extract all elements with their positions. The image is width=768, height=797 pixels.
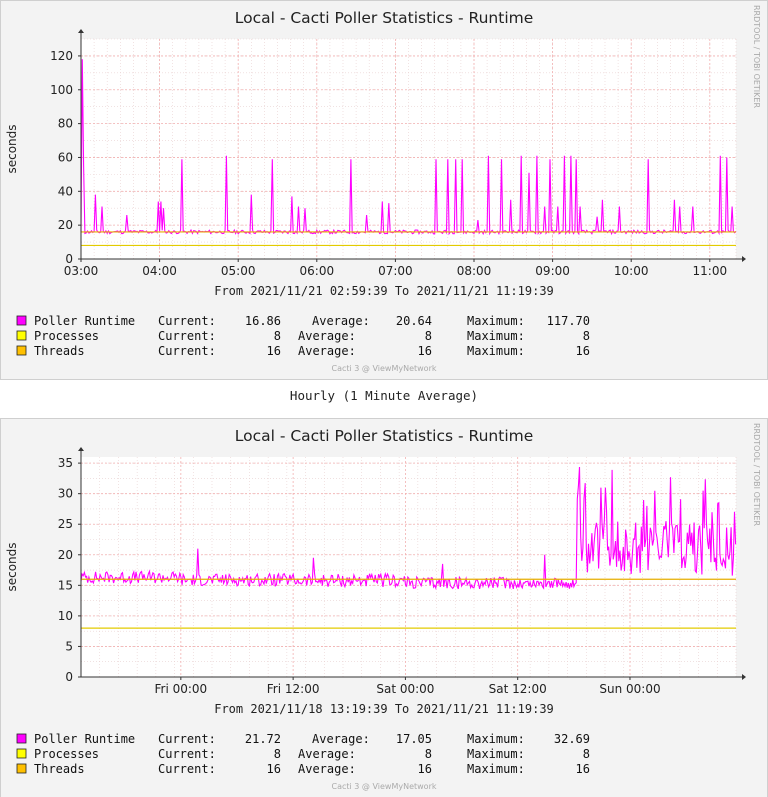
y-tick-label: 120 bbox=[50, 49, 73, 63]
rrdtool-watermark: RRDTOOL / TOBI OETIKER bbox=[752, 5, 761, 108]
legend-maximum-value: 8 bbox=[583, 329, 590, 343]
x-tick-label: 08:00 bbox=[457, 264, 492, 278]
runtime-chart-8h: Local - Cacti Poller Statistics - Runtim… bbox=[5, 5, 761, 373]
x-tick-label: Sun 00:00 bbox=[599, 682, 660, 696]
legend-average-label: Average: bbox=[298, 344, 356, 358]
y-tick-label: 20 bbox=[58, 218, 73, 232]
x-axis-arrow bbox=[742, 674, 746, 680]
legend-current-value: 8 bbox=[274, 329, 281, 343]
y-tick-label: 15 bbox=[58, 578, 73, 592]
y-axis-arrow bbox=[78, 29, 84, 33]
legend-series-name: Threads bbox=[34, 344, 85, 358]
legend-average-value: 8 bbox=[425, 329, 432, 343]
y-axis-arrow bbox=[78, 447, 84, 451]
legend-current-label: Current: bbox=[158, 732, 216, 746]
y-tick-label: 20 bbox=[58, 548, 73, 562]
legend-current-value: 21.72 bbox=[245, 732, 281, 746]
legend-maximum-value: 117.70 bbox=[547, 314, 590, 328]
x-tick-label: Sat 12:00 bbox=[489, 682, 547, 696]
graph-footer: Cacti 3 @ ViewMyNetwork bbox=[332, 782, 437, 791]
y-tick-label: 80 bbox=[58, 117, 73, 131]
legend-average-label: Average: bbox=[298, 747, 356, 761]
legend-current-value: 16 bbox=[267, 344, 281, 358]
legend-maximum-value: 16 bbox=[576, 344, 590, 358]
y-tick-label: 0 bbox=[65, 252, 73, 266]
legend-current-label: Current: bbox=[158, 747, 216, 761]
x-tick-label: 06:00 bbox=[300, 264, 335, 278]
legend-maximum-label: Maximum: bbox=[467, 329, 525, 343]
legend-average-value: 20.64 bbox=[396, 314, 432, 328]
plot-area bbox=[81, 457, 736, 677]
legend-current-label: Current: bbox=[158, 762, 216, 776]
legend-average-label: Average: bbox=[312, 732, 370, 746]
graph-panel-runtime-8h: Local - Cacti Poller Statistics - Runtim… bbox=[0, 0, 768, 380]
x-axis-arrow bbox=[742, 256, 746, 262]
y-axis-label: seconds bbox=[5, 124, 19, 173]
legend-maximum-value: 16 bbox=[576, 762, 590, 776]
legend-current-value: 8 bbox=[274, 747, 281, 761]
legend-series-name: Threads bbox=[34, 762, 85, 776]
y-tick-label: 60 bbox=[58, 150, 73, 164]
legend-maximum-label: Maximum: bbox=[467, 747, 525, 761]
legend-series-name: Processes bbox=[34, 747, 99, 761]
legend-swatch-threads bbox=[16, 763, 27, 774]
legend-current-label: Current: bbox=[158, 314, 216, 328]
legend-maximum-value: 32.69 bbox=[554, 732, 590, 746]
legend-swatch-processes bbox=[16, 748, 27, 759]
legend-series-name: Poller Runtime bbox=[34, 314, 135, 328]
legend-swatch-poller-runtime bbox=[16, 315, 27, 326]
legend-average-value: 17.05 bbox=[396, 732, 432, 746]
legend-maximum-label: Maximum: bbox=[467, 762, 525, 776]
legend-average-value: 8 bbox=[425, 747, 432, 761]
legend-average-value: 16 bbox=[418, 344, 432, 358]
x-tick-label: Sat 00:00 bbox=[376, 682, 434, 696]
legend-maximum-label: Maximum: bbox=[467, 344, 525, 358]
x-tick-label: Fri 12:00 bbox=[267, 682, 320, 696]
graph-footer: Cacti 3 @ ViewMyNetwork bbox=[332, 364, 437, 373]
legend-series-name: Poller Runtime bbox=[34, 732, 135, 746]
legend-swatch-threads bbox=[16, 345, 27, 356]
graph-caption: Hourly (1 Minute Average) bbox=[289, 388, 479, 403]
legend-average-value: 16 bbox=[418, 762, 432, 776]
legend-average-label: Average: bbox=[298, 329, 356, 343]
y-tick-label: 100 bbox=[50, 83, 73, 97]
x-tick-label: 11:00 bbox=[693, 264, 728, 278]
legend-current-label: Current: bbox=[158, 344, 216, 358]
legend-swatch-poller-runtime bbox=[16, 733, 27, 744]
legend-current-value: 16.86 bbox=[245, 314, 281, 328]
legend-current-value: 16 bbox=[267, 762, 281, 776]
y-axis-label: seconds bbox=[5, 542, 19, 591]
legend-current-label: Current: bbox=[158, 329, 216, 343]
chart-title: Local - Cacti Poller Statistics - Runtim… bbox=[235, 427, 534, 445]
legend-series-name: Processes bbox=[34, 329, 99, 343]
legend-average-label: Average: bbox=[298, 762, 356, 776]
runtime-chart-3d: Local - Cacti Poller Statistics - Runtim… bbox=[5, 423, 761, 791]
rrdtool-watermark: RRDTOOL / TOBI OETIKER bbox=[752, 423, 761, 526]
date-range-text: From 2021/11/18 13:19:39 To 2021/11/21 1… bbox=[214, 702, 554, 716]
graph-panel-runtime-3d: Local - Cacti Poller Statistics - Runtim… bbox=[0, 418, 768, 797]
y-tick-label: 40 bbox=[58, 184, 73, 198]
x-tick-label: 07:00 bbox=[378, 264, 413, 278]
legend-swatch-processes bbox=[16, 330, 27, 341]
y-tick-label: 30 bbox=[58, 487, 73, 501]
x-tick-label: 05:00 bbox=[221, 264, 256, 278]
date-range-text: From 2021/11/21 02:59:39 To 2021/11/21 1… bbox=[214, 284, 554, 298]
y-tick-label: 10 bbox=[58, 609, 73, 623]
x-tick-label: 10:00 bbox=[614, 264, 649, 278]
legend-average-label: Average: bbox=[312, 314, 370, 328]
chart-title: Local - Cacti Poller Statistics - Runtim… bbox=[235, 9, 534, 27]
y-tick-label: 5 bbox=[65, 639, 73, 653]
y-tick-label: 35 bbox=[58, 456, 73, 470]
x-tick-label: Fri 00:00 bbox=[154, 682, 207, 696]
legend-maximum-label: Maximum: bbox=[467, 732, 525, 746]
legend-maximum-label: Maximum: bbox=[467, 314, 525, 328]
legend-maximum-value: 8 bbox=[583, 747, 590, 761]
x-tick-label: 03:00 bbox=[64, 264, 99, 278]
x-tick-label: 04:00 bbox=[142, 264, 177, 278]
x-tick-label: 09:00 bbox=[535, 264, 570, 278]
y-tick-label: 0 bbox=[65, 670, 73, 684]
y-tick-label: 25 bbox=[58, 517, 73, 531]
